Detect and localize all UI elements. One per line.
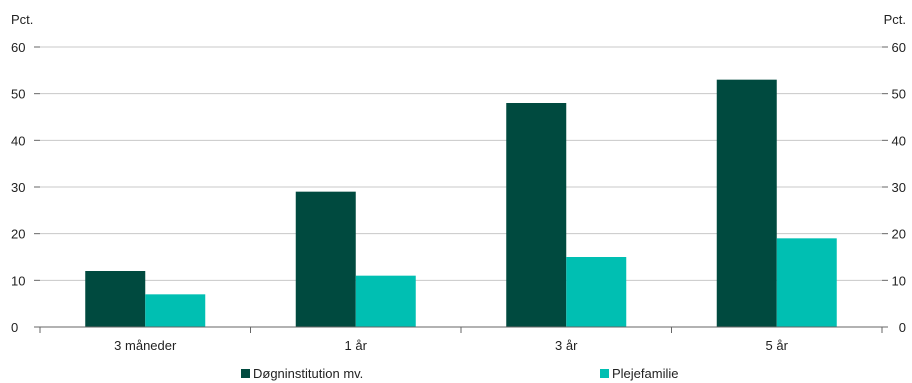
- x-axis-labels: 3 måneder 1 år 3 år 5 år: [114, 338, 788, 353]
- y-tick-label-left: 20: [11, 227, 25, 242]
- x-tick-label: 5 år: [766, 338, 789, 353]
- x-axis-ticks: [39, 327, 883, 333]
- y-tick-label-left: 0: [11, 320, 18, 335]
- bars: [85, 79, 837, 328]
- legend-swatch: [600, 369, 609, 378]
- x-tick-label: 3 måneder: [114, 338, 177, 353]
- legend: Døgninstitution mv. Plejefamilie: [241, 366, 678, 381]
- x-tick-label: 3 år: [555, 338, 578, 353]
- bar-doegninstitution: [295, 191, 356, 327]
- y-axis-left: 0 10 20 30 40 50 60: [11, 40, 40, 335]
- bar-doegninstitution: [716, 79, 777, 328]
- y-tick-label-right: 40: [892, 133, 906, 148]
- y-tick-label-right: 20: [892, 227, 906, 242]
- bar-plejefamilie: [776, 238, 837, 327]
- bar-doegninstitution: [85, 271, 146, 327]
- y-axis-unit-right: Pct.: [884, 12, 906, 27]
- y-tick-label-left: 30: [11, 180, 25, 195]
- legend-label: Plejefamilie: [612, 366, 678, 381]
- legend-swatch: [241, 369, 250, 378]
- y-tick-label-right: 50: [892, 87, 906, 102]
- x-tick-label: 1 år: [345, 338, 368, 353]
- legend-label: Døgninstitution mv.: [253, 366, 363, 381]
- bar-plejefamilie: [566, 257, 627, 327]
- y-axis-unit-left: Pct.: [11, 12, 33, 27]
- bar-plejefamilie: [145, 294, 206, 327]
- y-tick-label-left: 10: [11, 273, 25, 288]
- y-axis-right: 0 10 20 30 40 50 60: [882, 40, 906, 335]
- y-tick-label-right: 60: [892, 40, 906, 55]
- y-tick-label-right: 10: [892, 273, 906, 288]
- y-tick-label-right: 0: [899, 320, 906, 335]
- y-tick-label-left: 40: [11, 133, 25, 148]
- y-tick-label-right: 30: [892, 180, 906, 195]
- y-tick-label-left: 50: [11, 87, 25, 102]
- bar-plejefamilie: [355, 275, 416, 327]
- y-tick-label-left: 60: [11, 40, 25, 55]
- bar-doegninstitution: [506, 103, 567, 327]
